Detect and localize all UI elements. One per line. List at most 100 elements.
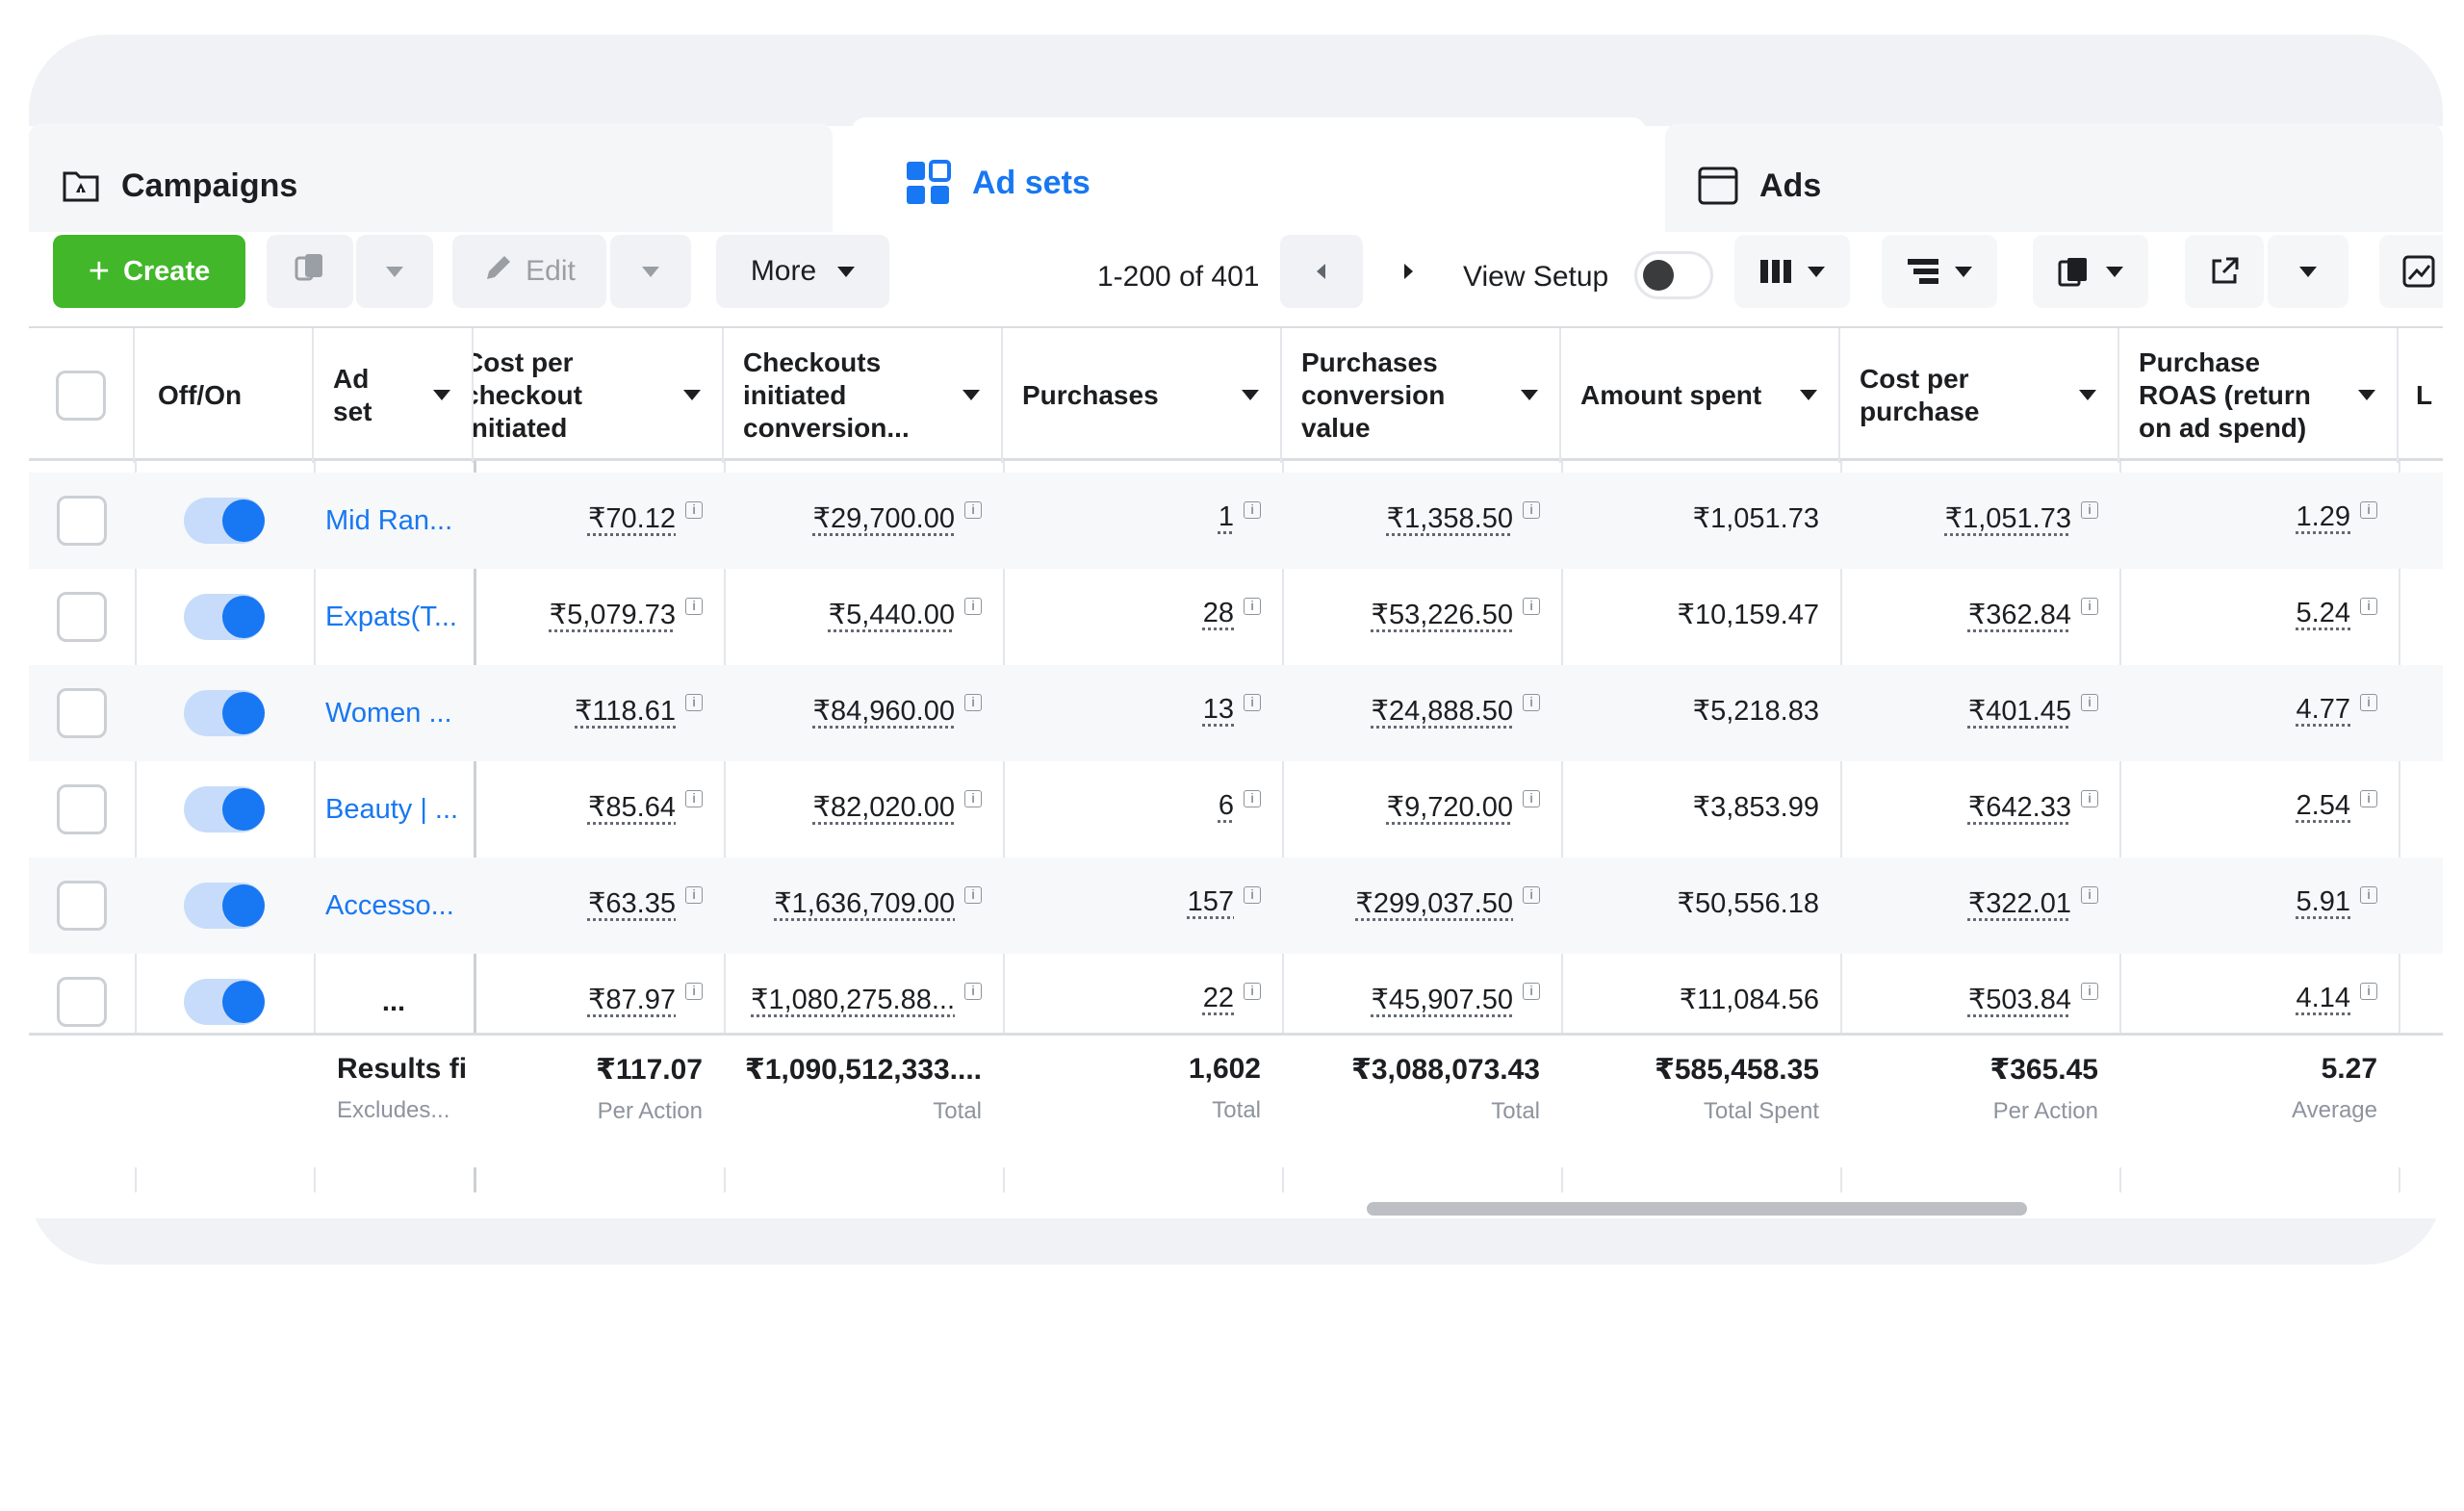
cell-value[interactable]: 13	[1202, 694, 1234, 725]
info-icon[interactable]: i	[685, 886, 703, 904]
cell-value[interactable]: 4.77	[2296, 694, 2350, 725]
info-icon[interactable]: i	[2360, 501, 2377, 519]
table-row[interactable]: Accesso... ₹63.35 i ₹1,636,709.00 i 157 i ₹…	[29, 858, 2443, 954]
col-header-next[interactable]: L	[2399, 328, 2443, 463]
table-row[interactable]: Women ... ₹118.61 i ₹84,960.00 i 13 i ₹24,8…	[29, 665, 2443, 761]
col-header-ad-set[interactable]: Ad set	[314, 328, 474, 463]
info-icon[interactable]: i	[964, 694, 982, 711]
duplicate-dropdown[interactable]	[356, 235, 433, 308]
cell-value[interactable]: ₹362.84	[1967, 600, 2071, 630]
info-icon[interactable]: i	[2360, 983, 2377, 1000]
cell-value[interactable]: 2.54	[2296, 790, 2350, 821]
reports-button[interactable]	[2033, 235, 2148, 308]
view-setup-toggle[interactable]	[1634, 251, 1713, 299]
tab-campaigns[interactable]: Campaigns	[29, 123, 833, 248]
cell-value[interactable]: ₹1,636,709.00	[774, 888, 955, 919]
info-icon[interactable]: i	[1523, 983, 1540, 1000]
info-icon[interactable]: i	[2360, 886, 2377, 904]
info-icon[interactable]: i	[2360, 790, 2377, 807]
cell-value[interactable]: 22	[1202, 983, 1234, 1013]
info-icon[interactable]: i	[2360, 694, 2377, 711]
tab-adsets[interactable]: Ad sets	[852, 117, 1646, 248]
horizontal-scrollbar[interactable]	[1367, 1202, 2027, 1216]
col-header-cost-per-purchase[interactable]: Cost per purchase	[1840, 328, 2119, 463]
col-header-off-on[interactable]: Off/On	[135, 328, 314, 463]
cell-value[interactable]: ₹118.61	[575, 696, 676, 727]
info-icon[interactable]: i	[1244, 983, 1261, 1000]
info-icon[interactable]: i	[2081, 598, 2098, 615]
info-icon[interactable]: i	[964, 983, 982, 1000]
cell-value[interactable]: ₹503.84	[1967, 985, 2071, 1015]
cell-value[interactable]: 1	[1218, 501, 1234, 532]
cell-value[interactable]: ₹70.12	[587, 503, 676, 534]
row-checkbox[interactable]	[57, 784, 107, 834]
next-page-button[interactable]	[1367, 235, 1450, 308]
cell-value[interactable]: ₹5,440.00	[828, 600, 955, 630]
export-dropdown[interactable]	[2268, 235, 2348, 308]
row-checkbox[interactable]	[57, 496, 107, 546]
cell-value[interactable]: 6	[1218, 790, 1234, 821]
prev-page-button[interactable]	[1280, 235, 1363, 308]
cell-value[interactable]: ₹9,720.00	[1386, 792, 1513, 823]
duplicate-button[interactable]	[267, 235, 353, 308]
info-icon[interactable]: i	[2081, 501, 2098, 519]
info-icon[interactable]: i	[964, 790, 982, 807]
breakdown-button[interactable]	[1882, 235, 1997, 308]
row-checkbox[interactable]	[57, 881, 107, 931]
info-icon[interactable]: i	[1244, 790, 1261, 807]
delivery-toggle[interactable]	[184, 883, 265, 929]
col-header-checkouts-conversion[interactable]: Checkouts initiated conversion...	[724, 328, 1003, 463]
info-icon[interactable]: i	[964, 501, 982, 519]
ad-set-name-link[interactable]: Accesso...	[325, 889, 454, 921]
delivery-toggle[interactable]	[184, 594, 265, 640]
cell-value[interactable]: ₹24,888.50	[1371, 696, 1513, 727]
cell-value[interactable]: ₹53,226.50	[1371, 600, 1513, 630]
ad-set-name-link[interactable]: ...	[381, 986, 406, 1017]
info-icon[interactable]: i	[2081, 983, 2098, 1000]
more-button[interactable]: More	[716, 235, 889, 308]
delivery-toggle[interactable]	[184, 498, 265, 544]
cell-value[interactable]: ₹322.01	[1967, 888, 2071, 919]
row-checkbox[interactable]	[57, 688, 107, 738]
info-icon[interactable]: i	[1523, 501, 1540, 519]
info-icon[interactable]: i	[1244, 694, 1261, 711]
export-button[interactable]	[2185, 235, 2264, 308]
info-icon[interactable]: i	[1523, 886, 1540, 904]
info-icon[interactable]: i	[2081, 886, 2098, 904]
cell-value[interactable]: 4.14	[2296, 983, 2350, 1013]
info-icon[interactable]: i	[1244, 501, 1261, 519]
info-icon[interactable]: i	[964, 886, 982, 904]
delivery-toggle[interactable]	[184, 786, 265, 832]
info-icon[interactable]: i	[685, 790, 703, 807]
cell-value[interactable]: ₹85.64	[587, 792, 676, 823]
edit-dropdown[interactable]	[610, 235, 691, 308]
info-icon[interactable]: i	[964, 598, 982, 615]
info-icon[interactable]: i	[1244, 598, 1261, 615]
table-row[interactable]: Expats(T... ₹5,079.73 i ₹5,440.00 i 28 i ₹5…	[29, 569, 2443, 665]
chart-button[interactable]	[2379, 235, 2443, 308]
cell-value[interactable]: ₹1,358.50	[1386, 503, 1513, 534]
delivery-toggle[interactable]	[184, 690, 265, 736]
cell-value[interactable]: 5.24	[2296, 598, 2350, 628]
col-header-purchase-roas[interactable]: Purchase ROAS (return on ad spend)	[2119, 328, 2399, 463]
ad-set-name-link[interactable]: Expats(T...	[325, 601, 457, 632]
cell-value[interactable]: ₹63.35	[587, 888, 676, 919]
info-icon[interactable]: i	[2360, 598, 2377, 615]
ad-set-name-link[interactable]: Women ...	[325, 697, 452, 729]
info-icon[interactable]: i	[685, 983, 703, 1000]
edit-button[interactable]: Edit	[452, 235, 606, 308]
ad-set-name-link[interactable]: Beauty | ...	[325, 793, 459, 825]
info-icon[interactable]: i	[685, 694, 703, 711]
info-icon[interactable]: i	[2081, 790, 2098, 807]
cell-value[interactable]: ₹84,960.00	[812, 696, 955, 727]
cell-value[interactable]: ₹642.33	[1967, 792, 2071, 823]
info-icon[interactable]: i	[685, 598, 703, 615]
cell-value[interactable]: ₹5,079.73	[549, 600, 676, 630]
create-button[interactable]: + Create	[53, 235, 245, 308]
info-icon[interactable]: i	[1523, 598, 1540, 615]
cell-value[interactable]: ₹1,051.73	[1944, 503, 2071, 534]
col-header-cost-per-checkout[interactable]: Cost per checkout initiated	[474, 328, 724, 463]
columns-button[interactable]	[1734, 235, 1850, 308]
info-icon[interactable]: i	[1244, 886, 1261, 904]
